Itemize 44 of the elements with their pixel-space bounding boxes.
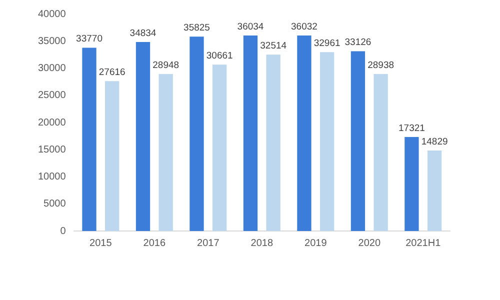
y-tick-label: 10000 (38, 172, 66, 182)
bar (350, 51, 366, 231)
y-tick-label: 30000 (38, 63, 66, 74)
data-label: 32961 (314, 38, 340, 50)
y-tick-label: 20000 (38, 117, 66, 128)
bar (266, 54, 280, 231)
bar (158, 74, 173, 231)
data-label: 17321 (398, 122, 425, 134)
x-tick-label: 2015 (90, 238, 112, 249)
y-tick-label: 15000 (38, 144, 66, 156)
bar (190, 36, 204, 231)
y-tick-label: 25000 (38, 90, 66, 102)
data-label: 30661 (206, 50, 233, 62)
bar (136, 42, 150, 231)
bar (297, 36, 312, 231)
y-tick-label: 5000 (44, 198, 66, 210)
data-label: 34834 (130, 28, 156, 39)
data-label: 28938 (368, 60, 394, 71)
x-tick-label: 2016 (143, 238, 166, 249)
x-tick-label: 2019 (304, 238, 328, 249)
y-tick-label: 0 (60, 226, 66, 237)
data-label: 33770 (76, 34, 102, 45)
bar (320, 52, 334, 231)
x-tick-label: 2018 (250, 238, 274, 249)
y-tick-label: 40000 (38, 8, 66, 20)
data-label: 33126 (344, 37, 372, 48)
data-label: 14829 (421, 136, 448, 148)
y-tick-label: 35000 (38, 36, 66, 47)
bar (105, 81, 120, 231)
bar (212, 64, 227, 231)
data-label: 35825 (184, 22, 210, 34)
data-label: 27616 (98, 67, 126, 78)
x-tick-label: 2021H1 (406, 238, 442, 249)
data-label: 32514 (260, 40, 287, 52)
data-label: 36032 (291, 21, 318, 32)
bar (243, 36, 258, 231)
bar (82, 48, 96, 231)
bar (404, 137, 419, 231)
bar (374, 74, 388, 231)
bar (427, 150, 442, 231)
data-label: 36034 (237, 21, 264, 32)
x-tick-label: 2017 (197, 238, 220, 249)
x-tick-label: 2020 (358, 238, 381, 249)
data-label: 28948 (152, 60, 180, 71)
